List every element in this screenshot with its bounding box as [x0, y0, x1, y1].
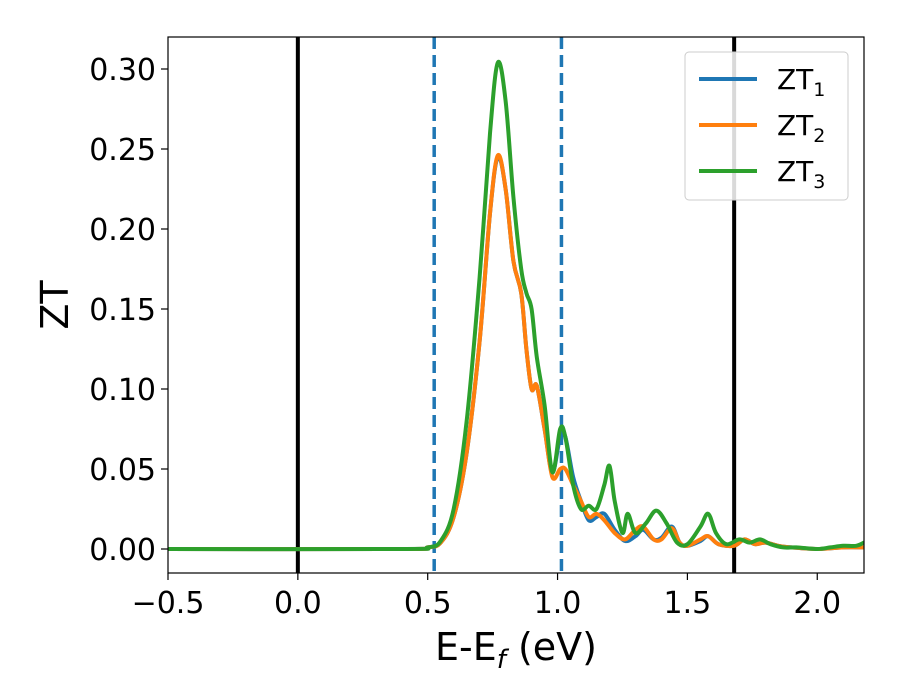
y-tick-label: 0.15 — [89, 293, 156, 328]
y-tick-label: 0.10 — [89, 373, 156, 408]
legend-label-zt2: ZT2 — [777, 109, 825, 147]
y-tick-label: 0.05 — [89, 453, 156, 488]
x-axis-label-main: E-E — [435, 625, 497, 669]
y-tick-label: 0.25 — [89, 133, 156, 168]
x-tick-label: −0.5 — [132, 586, 205, 621]
x-tick-label: 1.0 — [534, 586, 582, 621]
y-tick-label: 0.20 — [89, 213, 156, 248]
plot-frame — [167, 36, 865, 574]
reference-lines — [295, 37, 737, 573]
y-axis-label: ZT — [33, 280, 77, 330]
legend: ZT1 ZT2 ZT3 — [684, 51, 849, 201]
x-axis-label-unit: (eV) — [506, 625, 597, 669]
x-axis-label: E-Ef (eV) — [435, 625, 597, 675]
series-lines — [168, 59, 864, 552]
x-tick-label: 0.5 — [404, 586, 452, 621]
series-line-zt2 — [168, 152, 864, 552]
x-tick-label: 1.5 — [664, 586, 712, 621]
x-axis: −0.5 0.0 0.5 1.0 1.5 2.0 — [132, 573, 841, 621]
legend-label-zt1: ZT1 — [777, 63, 825, 101]
x-tick-label: 0.0 — [274, 586, 322, 621]
y-axis: 0.00 0.05 0.10 0.15 0.20 0.25 0.30 — [89, 53, 168, 568]
y-tick-label: 0.00 — [89, 533, 156, 568]
legend-box — [684, 51, 849, 201]
series-line-zt3 — [168, 59, 864, 552]
legend-label-zt3: ZT3 — [777, 155, 825, 193]
x-tick-label: 2.0 — [793, 586, 841, 621]
y-tick-label: 0.30 — [89, 53, 156, 88]
